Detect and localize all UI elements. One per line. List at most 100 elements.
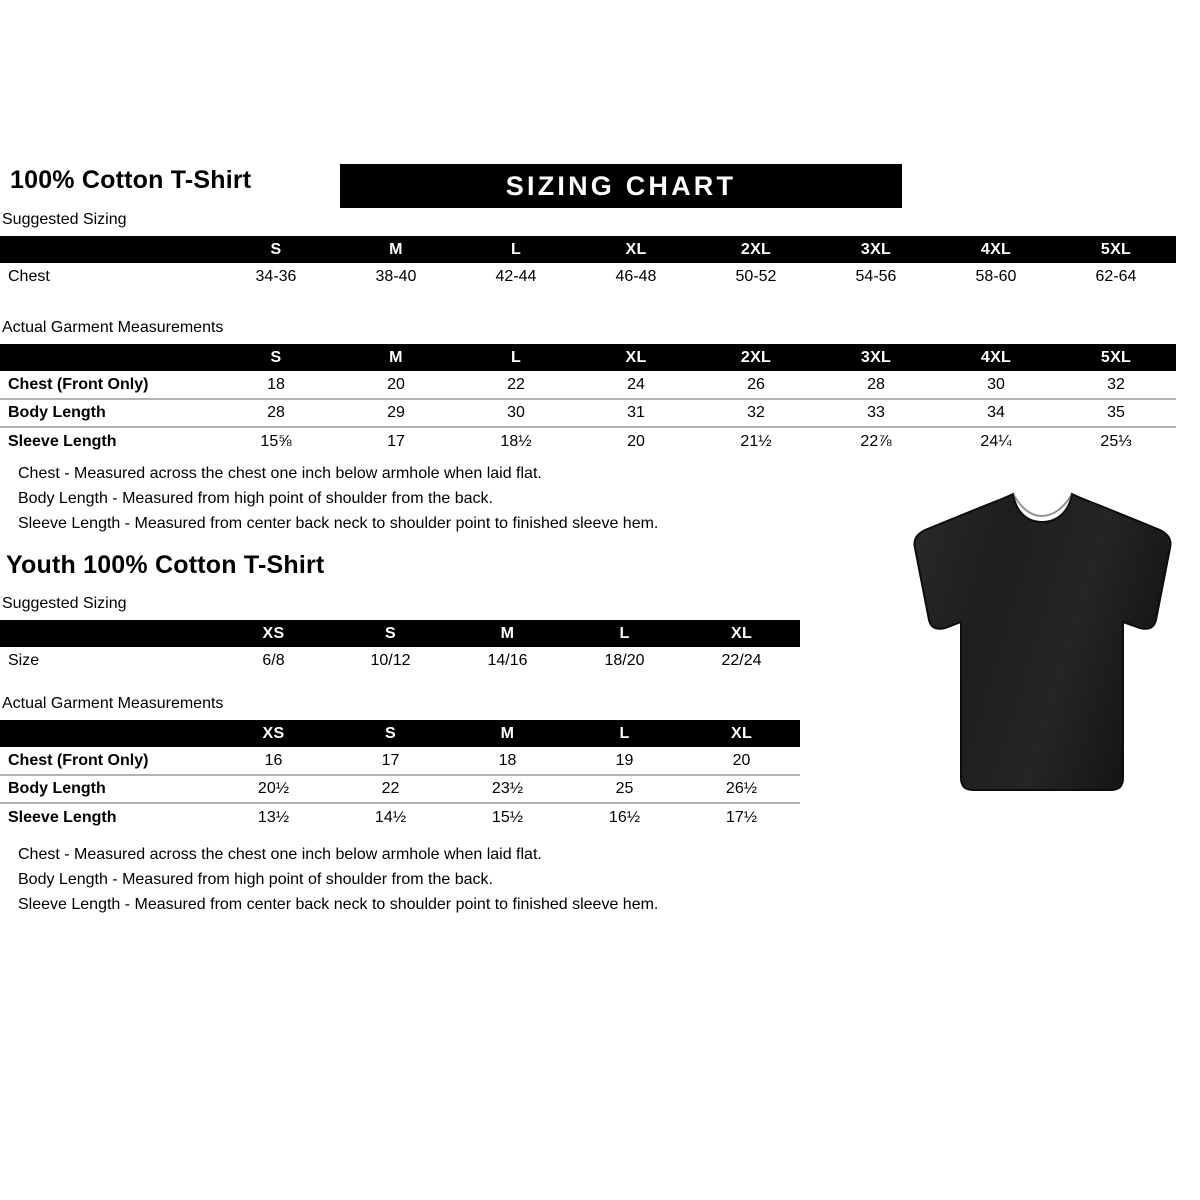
table-cell: 23½ [449, 774, 566, 803]
table-cell: 24 [576, 371, 696, 399]
youth-suggested-sizing-label: Suggested Sizing [2, 595, 127, 612]
table-cell: 28 [816, 371, 936, 399]
table-cell: 25 [566, 774, 683, 803]
table-cell: 20 [683, 747, 800, 775]
table-cell: 30 [456, 398, 576, 427]
column-header: S [385, 624, 396, 642]
note-line-body-length: Body Length - Measured from high point o… [18, 871, 493, 888]
table-cell: 28 [216, 398, 336, 427]
table-cell: 20 [336, 371, 456, 399]
table-cell: 42-44 [456, 263, 576, 291]
table-cell: 16 [215, 747, 332, 775]
table-cell: 32 [696, 398, 816, 427]
column-header: XL [730, 624, 753, 642]
table-row: Body Length 28 29 30 31 32 33 34 35 [0, 398, 1176, 427]
column-header [0, 236, 216, 263]
column-header: XL [625, 348, 647, 366]
row-label: Chest (Front Only) [0, 371, 216, 399]
table-row: Sleeve Length 15⅝ 17 18½ 20 21½ 22⅞ 24¼ … [0, 426, 1176, 455]
table-cell: 24¼ [936, 426, 1056, 455]
table-cell: 18½ [456, 426, 576, 455]
table-cell: 17½ [683, 802, 800, 831]
table-cell: 14½ [332, 802, 449, 831]
column-header: 4XL [980, 348, 1012, 366]
table-header-row: XS S M L XL [0, 720, 800, 747]
column-header: 4XL [980, 240, 1012, 258]
column-header: XL [730, 724, 753, 742]
column-header: 5XL [1100, 240, 1132, 258]
column-header: XS [262, 624, 285, 642]
table-cell: 46-48 [576, 263, 696, 291]
tshirt-illustration [895, 478, 1190, 808]
table-cell: 15½ [449, 802, 566, 831]
note-line-chest: Chest - Measured across the chest one in… [18, 846, 542, 863]
note-line-sleeve-length: Sleeve Length - Measured from center bac… [18, 515, 659, 532]
table-cell: 34 [936, 398, 1056, 427]
adult-measurements-table: S M L XL 2XL 3XL 4XL 5XL Chest (Front On… [0, 344, 1176, 455]
table-row: Chest (Front Only) 16 17 18 19 20 [0, 747, 800, 775]
column-header: XL [625, 240, 647, 258]
column-header: M [500, 724, 515, 742]
table-cell: 6/8 [215, 647, 332, 675]
column-header [0, 620, 215, 647]
adult-measurement-notes: Chest - Measured across the chest one in… [18, 461, 658, 536]
table-row: Chest (Front Only) 18 20 22 24 26 28 30 … [0, 371, 1176, 399]
table-cell: 22⅞ [816, 426, 936, 455]
table-cell: 20½ [215, 774, 332, 803]
table-cell: 35 [1056, 398, 1176, 427]
table-cell: 14/16 [449, 647, 566, 675]
table-row: Chest 34-36 38-40 42-44 46-48 50-52 54-5… [0, 263, 1176, 291]
table-cell: 26 [696, 371, 816, 399]
column-header: M [389, 348, 403, 366]
sizing-chart-banner-text: SIZING CHART [505, 170, 737, 201]
column-header: S [270, 348, 282, 366]
table-cell: 16½ [566, 802, 683, 831]
row-label: Sleeve Length [0, 426, 216, 455]
table-cell: 29 [336, 398, 456, 427]
table-cell: 10/12 [332, 647, 449, 675]
column-header: S [270, 240, 282, 258]
youth-suggested-sizing-table: XS S M L XL Size 6/8 10/12 14/16 18/20 2… [0, 620, 800, 675]
table-cell: 21½ [696, 426, 816, 455]
column-header: L [510, 240, 522, 258]
youth-measurements-table: XS S M L XL Chest (Front Only) 16 17 18 … [0, 720, 800, 831]
table-cell: 22/24 [683, 647, 800, 675]
column-header [0, 344, 216, 371]
table-row: Size 6/8 10/12 14/16 18/20 22/24 [0, 647, 800, 675]
adult-section-heading: 100% Cotton T-Shirt [10, 166, 252, 194]
table-cell: 15⅝ [216, 426, 336, 455]
table-cell: 50-52 [696, 263, 816, 291]
table-cell: 34-36 [216, 263, 336, 291]
table-row: Body Length 20½ 22 23½ 25 26½ [0, 774, 800, 803]
table-cell: 54-56 [816, 263, 936, 291]
table-cell: 20 [576, 426, 696, 455]
row-label: Body Length [0, 398, 216, 427]
row-label: Chest [0, 263, 216, 291]
adult-measurements-label: Actual Garment Measurements [2, 319, 224, 336]
table-cell: 18 [449, 747, 566, 775]
column-header: M [500, 624, 515, 642]
table-header-row: S M L XL 2XL 3XL 4XL 5XL [0, 236, 1176, 263]
table-cell: 18/20 [566, 647, 683, 675]
table-cell: 18 [216, 371, 336, 399]
note-line-chest: Chest - Measured across the chest one in… [18, 465, 542, 482]
table-cell: 31 [576, 398, 696, 427]
table-cell: 17 [332, 747, 449, 775]
youth-section-heading: Youth 100% Cotton T-Shirt [6, 551, 325, 579]
column-header: XS [262, 724, 285, 742]
column-header: 3XL [860, 240, 892, 258]
row-label: Chest (Front Only) [0, 747, 215, 775]
table-cell: 33 [816, 398, 936, 427]
table-cell: 17 [336, 426, 456, 455]
column-header: L [510, 348, 522, 366]
row-label: Size [0, 647, 215, 675]
adult-suggested-sizing-label: Suggested Sizing [2, 211, 127, 228]
table-cell: 38-40 [336, 263, 456, 291]
note-line-sleeve-length: Sleeve Length - Measured from center bac… [18, 896, 659, 913]
table-cell: 13½ [215, 802, 332, 831]
column-header: S [385, 724, 396, 742]
youth-measurements-label: Actual Garment Measurements [2, 695, 224, 712]
column-header: L [619, 724, 630, 742]
row-label: Sleeve Length [0, 802, 215, 831]
note-line-body-length: Body Length - Measured from high point o… [18, 490, 493, 507]
